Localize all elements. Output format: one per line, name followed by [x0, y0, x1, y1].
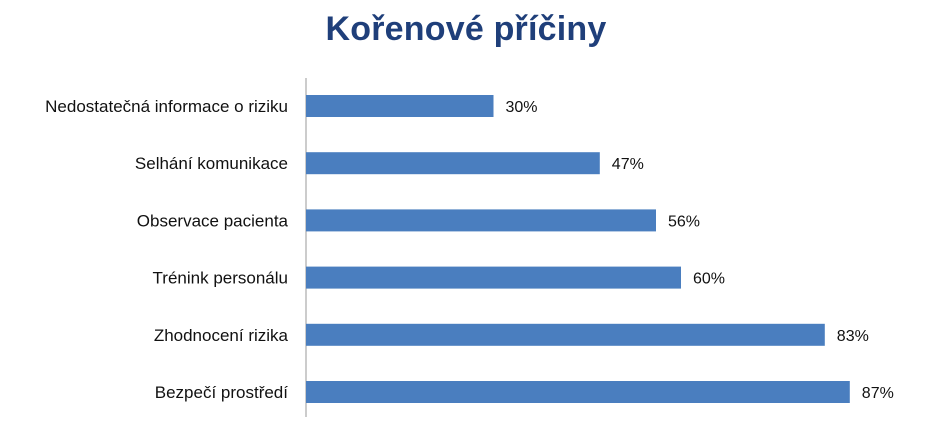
value-label: 47% [612, 156, 644, 173]
category-label: Selhání komunikace [135, 154, 288, 173]
bar [306, 209, 656, 232]
bar [306, 266, 681, 289]
value-label: 56% [668, 213, 700, 230]
category-label: Observace pacienta [137, 211, 289, 230]
category-label: Trénink personálu [153, 269, 288, 288]
bar [306, 95, 494, 117]
value-label: 30% [506, 99, 538, 116]
chart-title: Kořenové příčiny [325, 10, 607, 48]
value-label: 87% [862, 385, 894, 402]
bar [306, 323, 825, 346]
value-label: 83% [837, 328, 869, 345]
category-label: Nedostatečná informace o riziku [45, 97, 288, 116]
category-label: Zhodnocení rizika [154, 326, 289, 345]
category-label: Bezpečí prostředí [155, 383, 289, 402]
bar [306, 152, 600, 175]
bar [306, 381, 850, 403]
value-label: 60% [693, 271, 725, 288]
